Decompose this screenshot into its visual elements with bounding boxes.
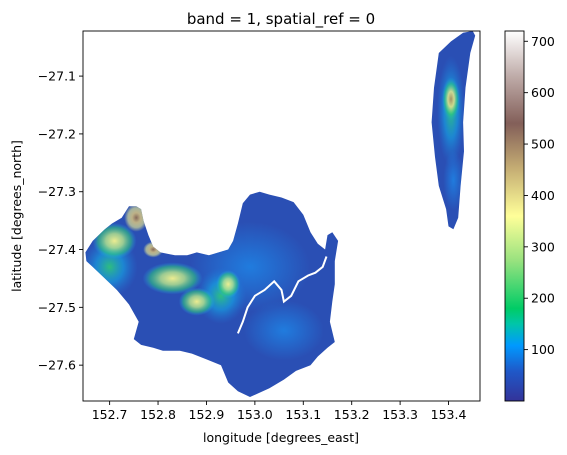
elevation-shade-yellow <box>142 262 203 295</box>
x-axis-label: longitude [degrees_east] <box>203 430 359 445</box>
colorbar-tick-label: 200 <box>531 291 555 306</box>
x-tick-label: 152.8 <box>140 407 176 422</box>
island-peak <box>442 77 460 122</box>
y-tick-label: −27.4 <box>38 242 76 257</box>
colorbar-tick-label: 100 <box>531 342 555 357</box>
x-tick-label: 153.4 <box>431 407 467 422</box>
elevation-peak <box>143 241 164 258</box>
elevation-shade-yellow <box>178 287 215 316</box>
colorbar-tick-label: 400 <box>531 188 555 203</box>
western-landmass <box>85 191 339 397</box>
y-axis-label: latitude [degrees_north] <box>9 140 24 292</box>
colorbar-tick-label: 600 <box>531 85 555 100</box>
elevation-shade-blue <box>243 300 324 361</box>
y-tick-label: −27.2 <box>38 126 76 141</box>
elevation-peak <box>124 203 149 232</box>
y-tick-label: −27.1 <box>38 69 76 84</box>
colorbar-ticks: 100 200 300 400 500 600 700 <box>524 34 555 357</box>
x-tick-label: 153.0 <box>237 407 273 422</box>
elevation-map <box>85 31 476 397</box>
y-tick-label: −27.6 <box>38 358 76 373</box>
island-shade-blue <box>443 150 464 211</box>
x-tick-label: 152.9 <box>189 407 225 422</box>
x-tick-label: 153.3 <box>382 407 418 422</box>
eastern-island <box>431 31 476 230</box>
colorbar <box>504 30 525 402</box>
x-axis-ticks: 152.7 152.8 152.9 153.0 153.1 153.2 153.3 153.4 <box>92 401 467 422</box>
colorbar-tick-label: 500 <box>531 137 555 152</box>
x-tick-label: 153.2 <box>334 407 370 422</box>
x-tick-label: 153.1 <box>285 407 321 422</box>
colorbar-tick-label: 700 <box>531 34 555 49</box>
y-tick-label: −27.5 <box>38 300 76 315</box>
x-tick-label: 152.7 <box>92 407 128 422</box>
elevation-shade-yellow <box>92 222 137 259</box>
river-channel <box>236 256 328 334</box>
colorbar-tick-label: 300 <box>531 239 555 254</box>
y-axis-ticks: −27.1 −27.2 −27.3 −27.4 −27.5 −27.6 <box>38 69 83 373</box>
y-tick-label: −27.3 <box>38 184 76 199</box>
elevation-shade-yellow <box>216 270 241 299</box>
plot-frame <box>82 30 481 402</box>
chart-title: band = 1, spatial_ref = 0 <box>187 10 375 29</box>
